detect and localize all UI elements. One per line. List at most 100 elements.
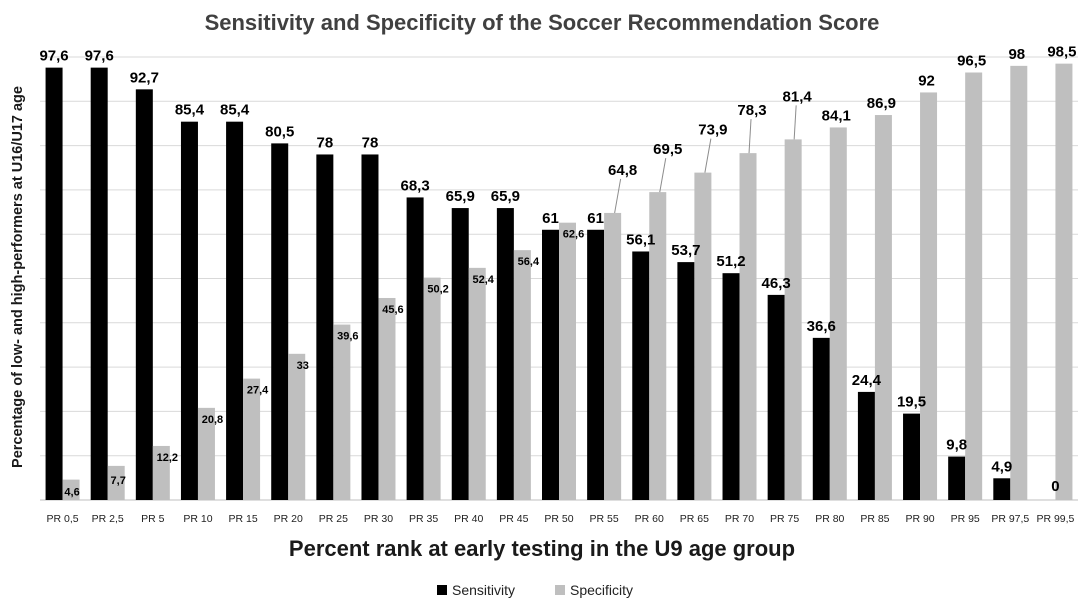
data-label-specificity: 81,4	[783, 88, 813, 105]
data-label-sensitivity: 65,9	[491, 188, 520, 205]
data-label-sensitivity: 0	[1051, 478, 1059, 495]
bar-sensitivity	[948, 456, 966, 500]
bar-specificity	[152, 445, 170, 500]
bar-sensitivity	[496, 208, 514, 501]
leader-line	[614, 178, 622, 214]
leader-line	[704, 138, 712, 173]
bar-sensitivity	[90, 67, 108, 500]
bar-specificity	[874, 115, 892, 501]
x-tick-labels: PR 0,5 PR 2,5 PR 5 PR 10 PR 15 PR 20 PR 25 PR 3…	[47, 513, 1075, 525]
bar-sensitivity	[857, 391, 875, 500]
data-label-specificity: 84,1	[822, 107, 851, 124]
bar-sensitivity	[722, 273, 740, 500]
x-tick-label: PR 40	[454, 513, 483, 525]
data-label-specificity: 56,4	[518, 256, 540, 268]
x-tick-label: PR 35	[409, 513, 438, 525]
bars	[45, 63, 1073, 501]
x-tick-label: PR 70	[725, 513, 754, 525]
data-label-sensitivity: 78	[317, 134, 334, 151]
x-tick-label: PR 55	[590, 513, 619, 525]
data-label-sensitivity: 56,1	[626, 231, 655, 248]
data-label-specificity: 98,5	[1047, 44, 1076, 61]
bar-sensitivity	[587, 229, 605, 500]
data-label-specificity: 27,4	[247, 385, 269, 397]
bar-specificity	[649, 192, 667, 501]
data-label-specificity: 86,9	[867, 95, 896, 112]
bar-specificity	[1055, 63, 1073, 501]
x-tick-label: PR 45	[499, 513, 528, 525]
data-label-sensitivity: 80,5	[265, 123, 294, 140]
leader-lines	[614, 105, 797, 214]
data-label-sensitivity: 24,4	[852, 372, 882, 389]
x-tick-label: PR 5	[141, 513, 165, 525]
bar-specificity	[739, 153, 757, 501]
bar-sensitivity	[542, 229, 559, 500]
legend: Sensitivity Specificity	[437, 582, 633, 598]
data-label-specificity: 78,3	[737, 102, 766, 119]
bar-specificity	[513, 250, 531, 500]
data-label-specificity: 73,9	[698, 122, 727, 139]
data-label-specificity: 33	[297, 360, 309, 372]
bar-specificity	[378, 297, 396, 500]
data-label-sensitivity: 92,7	[130, 69, 159, 86]
data-label-specificity: 52,4	[473, 274, 495, 286]
x-tick-label: PR 50	[544, 513, 573, 525]
chart-title: Sensitivity and Specificity of the Socce…	[205, 10, 880, 35]
data-label-sensitivity: 65,9	[446, 188, 475, 205]
x-tick-label: PR 99,5	[1036, 513, 1074, 525]
data-label-specificity: 92	[918, 72, 935, 89]
bar-sensitivity	[993, 478, 1011, 500]
bar-specificity	[423, 277, 441, 500]
x-tick-label: PR 30	[364, 513, 393, 525]
x-tick-label: PR 97,5	[991, 513, 1029, 525]
legend-swatch-specificity	[555, 585, 565, 595]
bar-specificity	[965, 72, 983, 500]
x-tick-label: PR 90	[905, 513, 934, 525]
bar-specificity	[559, 222, 576, 500]
data-label-sensitivity: 85,4	[220, 102, 250, 119]
bar-specificity	[920, 92, 938, 500]
data-label-specificity: 12,2	[157, 452, 178, 464]
bar-sensitivity	[316, 154, 334, 500]
bar-specificity	[468, 267, 486, 500]
data-label-sensitivity: 61	[542, 210, 559, 227]
legend-label-specificity: Specificity	[570, 582, 633, 598]
x-tick-label: PR 20	[274, 513, 303, 525]
bar-sensitivity	[271, 143, 289, 500]
bar-specificity	[604, 212, 622, 500]
data-label-specificity: 98	[1008, 46, 1025, 63]
bar-sensitivity	[180, 121, 198, 500]
bar-specificity	[62, 479, 80, 500]
x-tick-label: PR 25	[319, 513, 348, 525]
x-tick-label: PR 95	[951, 513, 980, 525]
bar-specificity	[107, 465, 125, 500]
bar-specificity	[1010, 65, 1028, 501]
data-label-sensitivity: 51,2	[716, 253, 745, 270]
bar-sensitivity	[226, 121, 244, 500]
data-label-sensitivity: 46,3	[762, 275, 791, 292]
bar-sensitivity	[451, 208, 469, 501]
leader-line	[659, 158, 667, 193]
data-label-specificity: 69,5	[653, 141, 682, 158]
x-tick-label: PR 0,5	[47, 513, 79, 525]
x-axis-label: Percent rank at early testing in the U9 …	[289, 536, 795, 561]
bar-specificity	[288, 353, 306, 500]
legend-swatch-sensitivity	[437, 585, 447, 595]
x-tick-label: PR 2,5	[92, 513, 124, 525]
leader-line	[748, 119, 752, 154]
data-label-sensitivity: 53,7	[671, 242, 700, 259]
data-label-sensitivity: 19,5	[897, 394, 926, 411]
bar-specificity	[694, 172, 712, 501]
data-label-specificity: 62,6	[563, 229, 584, 241]
bar-sensitivity	[406, 197, 424, 500]
data-label-sensitivity: 9,8	[946, 437, 967, 454]
data-label-specificity: 45,6	[382, 304, 403, 316]
data-label-specificity: 64,8	[608, 162, 637, 179]
bar-specificity	[333, 324, 351, 500]
data-label-sensitivity: 61	[587, 210, 604, 227]
data-label-specificity: 4,6	[64, 487, 79, 499]
data-label-sensitivity: 85,4	[175, 102, 205, 119]
data-label-sensitivity: 78	[362, 134, 379, 151]
data-label-specificity: 96,5	[957, 53, 986, 70]
